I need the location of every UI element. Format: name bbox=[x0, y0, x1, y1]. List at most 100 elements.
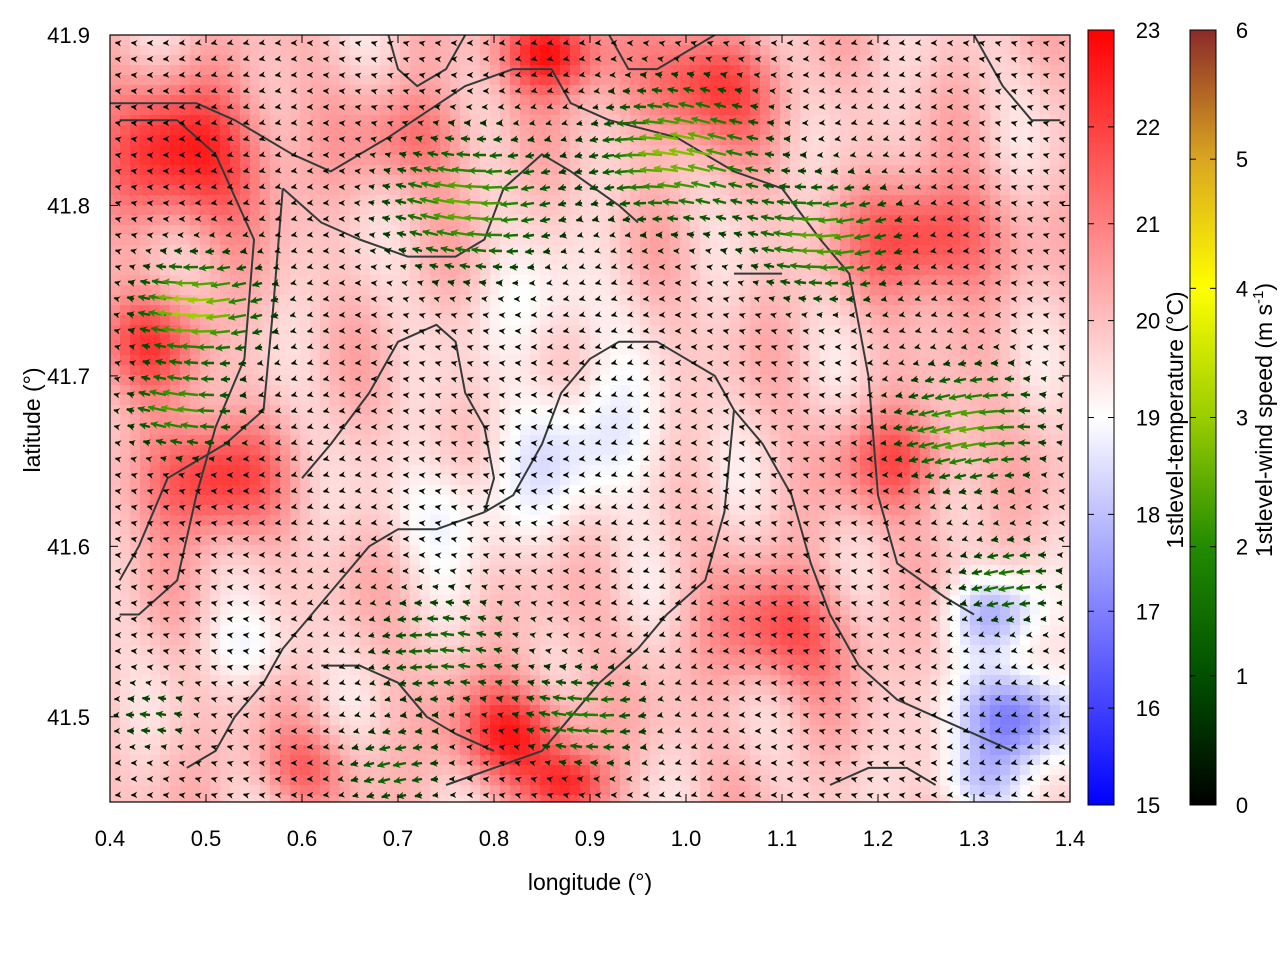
heatmap-cell bbox=[230, 405, 241, 416]
heatmap-cell bbox=[840, 55, 851, 66]
heatmap-cell bbox=[140, 335, 151, 346]
heatmap-cell bbox=[110, 375, 121, 386]
heatmap-cell bbox=[410, 285, 421, 296]
heatmap-cell bbox=[960, 175, 971, 186]
heatmap-cell bbox=[310, 255, 321, 266]
heatmap-cell bbox=[230, 65, 241, 76]
heatmap-cell bbox=[620, 395, 631, 406]
heatmap-cell bbox=[870, 385, 881, 396]
heatmap-cell bbox=[1010, 455, 1021, 466]
heatmap-cell bbox=[390, 265, 401, 276]
heatmap-cell bbox=[630, 175, 641, 186]
heatmap-cell bbox=[430, 255, 441, 266]
heatmap-cell bbox=[820, 135, 831, 146]
heatmap-cell bbox=[500, 225, 511, 236]
heatmap-cell bbox=[810, 325, 821, 336]
heatmap-cell bbox=[930, 185, 941, 196]
heatmap-cell bbox=[120, 205, 131, 216]
heatmap-cell bbox=[880, 225, 891, 236]
heatmap-cell bbox=[400, 275, 411, 286]
heatmap-cell bbox=[360, 75, 371, 86]
heatmap-cell bbox=[310, 135, 321, 146]
heatmap-cell bbox=[470, 155, 481, 166]
heatmap-cell bbox=[190, 335, 201, 346]
heatmap-cell bbox=[1060, 465, 1070, 476]
heatmap-cell bbox=[340, 285, 351, 296]
heatmap-cell bbox=[480, 135, 491, 146]
heatmap-cell bbox=[920, 255, 931, 266]
heatmap-cell bbox=[300, 325, 311, 336]
heatmap-cell bbox=[270, 485, 281, 496]
heatmap-cell bbox=[260, 265, 271, 276]
heatmap-cell bbox=[800, 175, 811, 186]
heatmap-cell bbox=[110, 45, 121, 56]
heatmap-cell bbox=[300, 395, 311, 406]
heatmap-cell bbox=[630, 275, 641, 286]
heatmap-cell bbox=[620, 235, 631, 246]
heatmap-cell bbox=[820, 225, 831, 236]
heatmap-cell bbox=[360, 215, 371, 226]
heatmap-cell bbox=[390, 485, 401, 496]
heatmap-cell bbox=[960, 315, 971, 326]
heatmap-cell bbox=[350, 205, 361, 216]
heatmap-cell bbox=[1050, 235, 1061, 246]
heatmap-cell bbox=[210, 525, 221, 536]
heatmap-cell bbox=[530, 55, 541, 66]
heatmap-cell bbox=[690, 365, 701, 376]
heatmap-cell bbox=[1000, 245, 1011, 256]
heatmap-cell bbox=[740, 535, 751, 546]
heatmap-cell bbox=[660, 365, 671, 376]
heatmap-cell bbox=[510, 365, 521, 376]
heatmap-cell bbox=[900, 255, 911, 266]
heatmap-cell bbox=[710, 505, 721, 516]
heatmap-cell bbox=[670, 345, 681, 356]
heatmap-cell bbox=[860, 125, 871, 136]
heatmap-cell bbox=[700, 465, 711, 476]
heatmap-cell bbox=[630, 495, 641, 506]
heatmap-cell bbox=[470, 425, 481, 436]
heatmap-cell bbox=[610, 145, 621, 156]
heatmap-cell bbox=[810, 515, 821, 526]
heatmap-cell bbox=[960, 35, 971, 46]
heatmap-cell bbox=[370, 125, 381, 136]
heatmap-cell bbox=[380, 145, 391, 156]
heatmap-cell bbox=[820, 535, 831, 546]
heatmap-cell bbox=[810, 35, 821, 46]
heatmap-cell bbox=[300, 475, 311, 486]
heatmap-cell bbox=[1000, 55, 1011, 66]
heatmap-cell bbox=[210, 155, 221, 166]
heatmap-cell bbox=[950, 415, 961, 426]
heatmap-cell bbox=[600, 405, 611, 416]
heatmap-cell bbox=[870, 45, 881, 56]
heatmap-cell bbox=[150, 35, 161, 46]
heatmap-cell bbox=[410, 235, 421, 246]
heatmap-cell bbox=[680, 465, 691, 476]
heatmap-cell bbox=[520, 245, 531, 256]
heatmap-cell bbox=[920, 225, 931, 236]
heatmap-cell bbox=[670, 305, 681, 316]
heatmap-cell bbox=[890, 385, 901, 396]
heatmap-cell bbox=[290, 515, 301, 526]
heatmap-cell bbox=[140, 475, 151, 486]
heatmap-cell bbox=[380, 515, 391, 526]
heatmap-cell bbox=[430, 425, 441, 436]
heatmap-cell bbox=[370, 455, 381, 466]
heatmap-cell bbox=[380, 295, 391, 306]
heatmap-cell bbox=[410, 155, 421, 166]
heatmap-cell bbox=[870, 545, 881, 556]
heatmap-cell bbox=[850, 335, 861, 346]
heatmap-cell bbox=[470, 225, 481, 236]
heatmap-cell bbox=[270, 365, 281, 376]
heatmap-cell bbox=[690, 395, 701, 406]
heatmap-cell bbox=[940, 285, 951, 296]
heatmap-cell bbox=[770, 515, 781, 526]
heatmap-cell bbox=[360, 95, 371, 106]
heatmap-cell bbox=[850, 255, 861, 266]
heatmap-cell bbox=[1050, 375, 1061, 386]
heatmap-cell bbox=[380, 235, 391, 246]
heatmap-cell bbox=[600, 125, 611, 136]
heatmap-cell bbox=[130, 465, 141, 476]
heatmap-cell bbox=[870, 105, 881, 116]
heatmap-cell bbox=[490, 275, 501, 286]
heatmap-cell bbox=[990, 465, 1001, 476]
